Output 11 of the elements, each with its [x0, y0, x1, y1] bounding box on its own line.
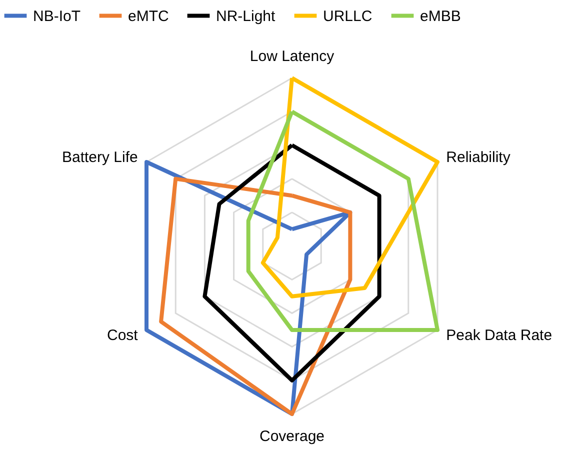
spoke-label: Battery Life [62, 149, 138, 166]
legend-label: NR-Light [216, 8, 276, 25]
spoke-label: Peak Data Rate [446, 327, 552, 344]
legend-label: NB-IoT [33, 8, 81, 25]
spoke-label: Low Latency [250, 48, 335, 66]
spoke-label: Reliability [446, 149, 511, 166]
legend-label: eMBB [420, 8, 461, 25]
spoke-label: Cost [107, 327, 139, 344]
spoke-label: Coverage [259, 428, 325, 445]
legend-label: eMTC [128, 8, 169, 25]
legend-label: URLLC [323, 8, 372, 25]
